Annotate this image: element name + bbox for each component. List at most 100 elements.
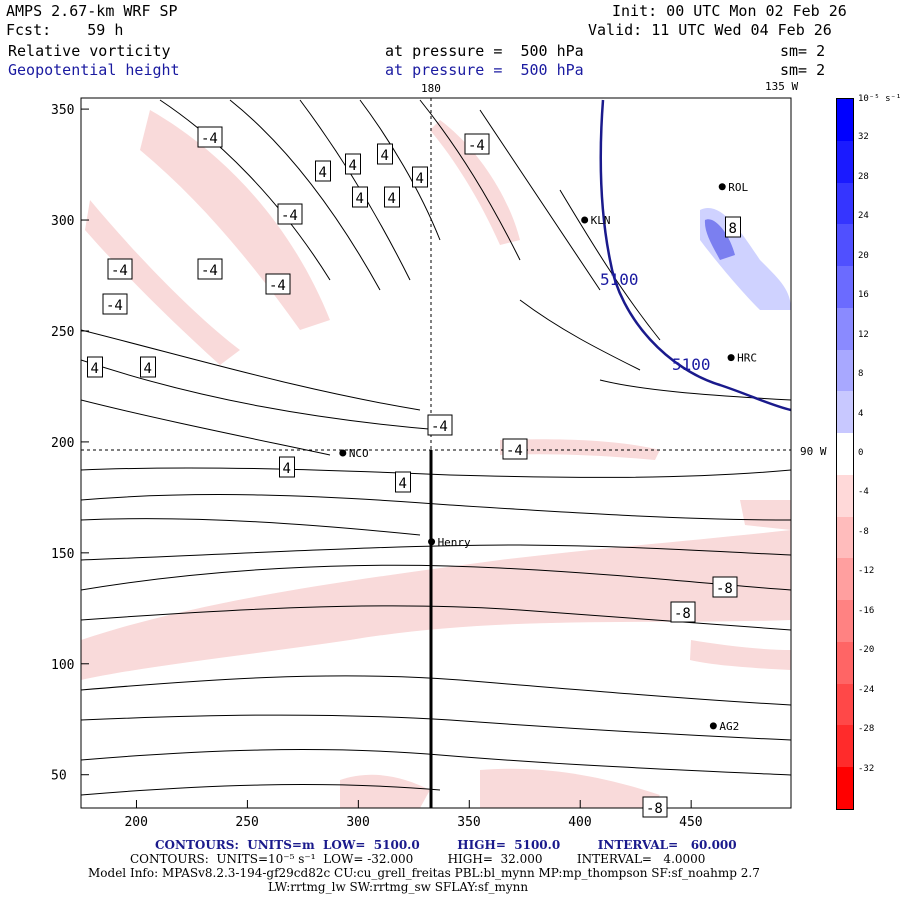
colorbar-swatch (837, 182, 853, 225)
station-hrc: HRC (727, 352, 757, 365)
station-nco: NCO (339, 447, 369, 460)
contour-label: 8 (725, 216, 741, 238)
svg-text:ROL: ROL (728, 181, 748, 194)
y-tick-label: 150 (51, 547, 74, 562)
contour-label: -4 (464, 133, 490, 155)
contour-label: 4 (345, 153, 361, 175)
colorbar-swatch (837, 99, 853, 141)
colorbar-label: -12 (858, 566, 875, 577)
contour-label: -4 (277, 203, 303, 225)
init-time: Init: 00 UTC Mon 02 Feb 26 (612, 2, 847, 20)
svg-text:4: 4 (319, 165, 327, 181)
contour-label: 4 (377, 143, 393, 165)
svg-text:4: 4 (356, 191, 364, 207)
physics-info: LW:rrtmg_lw SW:rrtmg_sw SFLAY:sf_mynn (268, 880, 529, 894)
colorbar-swatch (837, 725, 853, 768)
svg-text:-4: -4 (106, 298, 123, 314)
x-tick-label: 250 (235, 815, 258, 830)
contour-label: 4 (279, 456, 295, 478)
colorbar-label: -16 (858, 605, 875, 616)
colorbar-label: -8 (858, 526, 869, 537)
colorbar-swatch (837, 433, 853, 475)
contour-label: 4 (87, 356, 103, 378)
svg-text:4: 4 (381, 148, 389, 164)
station-ag2: AG2 (709, 720, 739, 733)
x-tick-label: 200 (124, 815, 147, 830)
valid-time: Valid: 11 UTC Wed 04 Feb 26 (588, 21, 832, 39)
colorbar-swatch (837, 516, 853, 559)
colorbar-swatch (837, 600, 853, 642)
svg-text:-4: -4 (281, 208, 298, 224)
colorbar-label: -24 (858, 684, 875, 695)
y-tick-label: 350 (51, 103, 74, 118)
contour-label: -4 (197, 258, 223, 280)
colorbar-swatch (837, 307, 853, 350)
meridian-label-135w: 135 W (765, 80, 798, 93)
contour-label: 4 (140, 356, 156, 378)
colorbar-label: 32 (858, 132, 869, 143)
x-tick-label: 450 (679, 815, 702, 830)
svg-text:AG2: AG2 (719, 720, 739, 733)
contour-label: -8 (642, 796, 668, 818)
x-tick-label: 350 (457, 815, 480, 830)
field1-smoothing: sm= 2 (780, 42, 826, 60)
svg-text:-4: -4 (468, 138, 485, 154)
contour-label: 4 (412, 166, 428, 188)
colorbar-swatch (837, 641, 853, 684)
contour-label: -4 (107, 258, 133, 280)
axis-ticks: 200 250 300 350 400 450 50 100 150 200 250 300 350 (51, 103, 703, 830)
negative-vorticity-shading (81, 110, 791, 808)
colorbar (836, 98, 854, 810)
x-tick-label: 300 (346, 815, 369, 830)
station-marks: KLN HRC NCO Henry AG2 ROL (339, 181, 757, 733)
colorbar-swatch (837, 474, 853, 517)
svg-text:-8: -8 (646, 801, 663, 817)
svg-text:Henry: Henry (438, 536, 471, 549)
contour-labels: -4 -4 -4 -4 -4 -4 -4 -4 -4 4 4 4 4 4 4 4 4 4 4 -8 -8 -8 8 (87, 126, 741, 818)
y-tick-label: 200 (51, 436, 74, 451)
colorbar-swatch (837, 391, 853, 434)
colorbar-label: -28 (858, 724, 875, 735)
parallel-label-90w: 90 W (800, 445, 827, 458)
y-tick-label: 250 (51, 325, 74, 340)
field2-level: at pressure = 500 hPa (385, 61, 584, 79)
positive-vorticity-shading (700, 208, 791, 310)
colorbar-label: 28 (858, 171, 869, 182)
field2-smoothing: sm= 2 (780, 61, 826, 79)
colorbar-label: -4 (858, 487, 869, 498)
contour-label: 4 (395, 471, 411, 493)
colorbar-label: 20 (858, 250, 869, 261)
svg-text:-4: -4 (111, 263, 128, 279)
svg-text:4: 4 (388, 191, 396, 207)
colorbar-label: 16 (858, 290, 869, 301)
model-title: AMPS 2.67-km WRF SP (6, 2, 178, 20)
svg-text:-4: -4 (269, 278, 286, 294)
svg-text:4: 4 (283, 461, 291, 477)
colorbar-label: 8 (858, 369, 864, 380)
forecast-hour: Fcst: 59 h (6, 21, 124, 39)
contour-label: 4 (352, 186, 368, 208)
svg-text:4: 4 (349, 158, 357, 174)
colorbar-swatch (837, 558, 853, 601)
contour-label: -4 (265, 273, 291, 295)
station-kln: KLN (581, 214, 611, 227)
svg-text:NCO: NCO (349, 447, 369, 460)
colorbar-label: 12 (858, 329, 869, 340)
vorticity-map: 200 250 300 350 400 450 50 100 150 200 250 300 350 -… (51, 80, 827, 830)
svg-text:4: 4 (399, 476, 407, 492)
colorbar-units: 10⁻⁵ s⁻¹ (858, 94, 900, 104)
height-contour-info: CONTOURS: UNITS=m LOW= 5100.0 HIGH= 5100… (155, 838, 737, 852)
field1-name: Relative vorticity (8, 42, 171, 60)
colorbar-swatch (837, 349, 853, 392)
svg-text:-4: -4 (201, 131, 218, 147)
contour-label: -4 (502, 438, 528, 460)
contour-label: -8 (712, 576, 738, 598)
colorbar-label: 4 (858, 408, 864, 419)
contour-label: -4 (427, 414, 453, 436)
contour-label: 4 (315, 160, 331, 182)
contour-label: -8 (670, 601, 696, 623)
svg-text:4: 4 (416, 171, 424, 187)
svg-text:-8: -8 (674, 606, 691, 622)
plot-frame (80, 97, 792, 809)
vorticity-contours (81, 99, 791, 796)
